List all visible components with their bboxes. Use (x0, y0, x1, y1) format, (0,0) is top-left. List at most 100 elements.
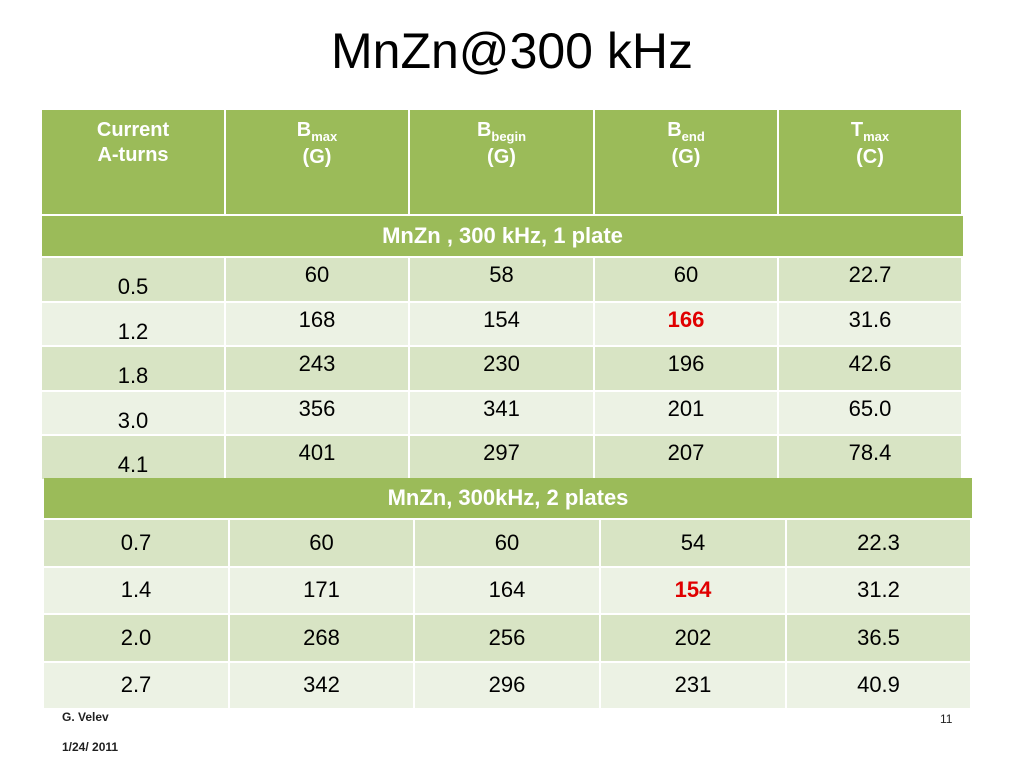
header-unit: (C) (856, 146, 884, 169)
table-cell: 2.0 (44, 615, 230, 663)
table-cell: 243 (226, 347, 410, 392)
table-cell: 268 (230, 615, 415, 663)
table-cell: 1.8 (42, 347, 226, 392)
header-subscript: max (863, 129, 890, 144)
table-cell: 60 (415, 520, 601, 568)
table-cell: 207 (595, 436, 779, 481)
cell-text: 342 (303, 672, 340, 698)
cell-text: 60 (494, 529, 520, 555)
table-cell: 296 (415, 662, 601, 710)
cell-text: 60 (309, 529, 334, 555)
cell-text: 40.9 (857, 672, 900, 698)
cell-text: 202 (674, 624, 712, 650)
cell-text: 243 (298, 351, 336, 377)
cell-text: 168 (298, 306, 336, 332)
table-cell: 60 (595, 258, 779, 303)
table-cell: 0.7 (44, 520, 230, 568)
table-cell: 154 (410, 302, 595, 347)
cell-text: 2.0 (120, 624, 152, 650)
slide-title: MnZn@300 kHz (331, 23, 693, 79)
cell-text: 207 (667, 440, 705, 466)
cell-text: 1.8 (117, 363, 149, 389)
cell-text: 42.6 (848, 351, 892, 377)
cell-text: 78.4 (848, 440, 892, 466)
cell-text: 166 (667, 306, 705, 332)
table-cell: 230 (410, 347, 595, 392)
cell-text: 268 (303, 624, 340, 650)
header-cell: Bbegin (G) (410, 110, 595, 214)
header-symbol: T (850, 119, 864, 141)
table-cell: 168 (226, 302, 410, 347)
cell-text: 31.2 (857, 577, 900, 603)
header-cell: Bend (G) (595, 110, 779, 214)
table-cell: 58 (410, 258, 595, 303)
header-text: A-turns (97, 144, 169, 166)
cell-text: 201 (667, 395, 705, 421)
header-subscript: end (681, 129, 705, 144)
table-cell: 40.9 (787, 662, 972, 710)
table-cell: 341 (410, 391, 595, 436)
table-cell: 201 (595, 391, 779, 436)
table-cell: 60 (230, 520, 415, 568)
cell-text: 0.5 (117, 274, 149, 300)
table-cell: 54 (601, 520, 787, 568)
table-cell: 65.0 (779, 391, 963, 436)
table-cell: 231 (601, 662, 787, 710)
cell-text: 2.7 (120, 672, 152, 698)
page-number: 11 (940, 712, 953, 726)
header-symbol: B (667, 119, 682, 141)
table-cell: 356 (226, 391, 410, 436)
table-cell: 154 (601, 567, 787, 615)
table-cell: 78.4 (779, 436, 963, 481)
cell-text: 164 (488, 577, 526, 603)
header-symbol: B (476, 119, 492, 141)
table-cell: 0.5 (42, 258, 226, 303)
cell-text: 22.7 (848, 262, 892, 288)
cell-text: 3.0 (117, 407, 149, 433)
table-cell: 42.6 (779, 347, 963, 392)
cell-text: 36.5 (857, 624, 900, 650)
table-cell: 4.1 (42, 436, 226, 481)
section-title: MnZn , 300 kHz, 1 plate (42, 216, 963, 258)
header-cell: Tmax (C) (779, 110, 963, 214)
table-cell: 22.7 (779, 258, 963, 303)
header-subscript: max (311, 129, 338, 144)
cell-text: 154 (483, 306, 520, 332)
cell-text: 4.1 (117, 452, 149, 478)
cell-text: 231 (674, 672, 712, 698)
cell-text: 60 (304, 262, 330, 288)
cell-text: 54 (680, 529, 706, 555)
table-cell: 297 (410, 436, 595, 481)
table-cell: 342 (230, 662, 415, 710)
section-title: MnZn, 300kHz, 2 plates (44, 478, 972, 520)
table-cell: 3.0 (42, 391, 226, 436)
header-unit: (G) (671, 146, 701, 169)
footer-author: G. Velev (62, 710, 109, 724)
table-cell: 2.7 (44, 662, 230, 710)
cell-text: 0.7 (120, 529, 152, 555)
table-cell: 202 (601, 615, 787, 663)
table-cell: 164 (415, 567, 601, 615)
cell-text: 171 (303, 577, 340, 603)
header-unit: (G) (302, 146, 332, 169)
table-cell: 401 (226, 436, 410, 481)
cell-text: 154 (674, 577, 712, 603)
table-cell: 1.2 (42, 302, 226, 347)
header-cell: Bmax (G) (226, 110, 410, 214)
cell-text: 341 (483, 395, 520, 421)
cell-text: 60 (673, 262, 699, 288)
header-cell: Current A-turns (42, 110, 226, 214)
cell-text: 256 (488, 624, 526, 650)
header-unit: (G) (487, 146, 516, 169)
table-cell: 31.6 (779, 302, 963, 347)
cell-text: 356 (298, 395, 336, 421)
table-cell: 60 (226, 258, 410, 303)
table-cell: 31.2 (787, 567, 972, 615)
cell-text: 58 (489, 262, 514, 288)
cell-text: 401 (298, 440, 336, 466)
cell-text: 22.3 (857, 529, 900, 555)
table-cell: 22.3 (787, 520, 972, 568)
table-cell: 1.4 (44, 567, 230, 615)
cell-text: 1.2 (117, 318, 149, 344)
